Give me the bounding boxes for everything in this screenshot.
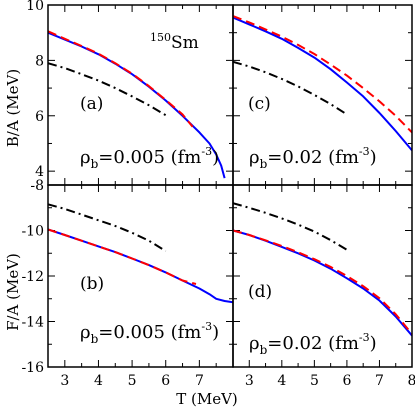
rho-value: =0.005 (fm [98, 322, 201, 343]
rho-close: ) [212, 322, 219, 343]
series-line-dash-dot [48, 203, 167, 252]
rho-close: ) [370, 147, 377, 168]
density-annotation: ρb=0.005 (fm-3) [80, 320, 219, 346]
rho-symbol: ρ [249, 147, 260, 168]
y-tick-label-bottom: -10 [21, 224, 44, 240]
x-tick-label: 6 [161, 373, 170, 389]
density-annotation: ρb=0.005 (fm-3) [80, 145, 219, 171]
series-line-dashed [48, 30, 194, 128]
rho-value: =0.02 (fm [267, 147, 359, 168]
x-tick-label: 5 [128, 373, 137, 389]
panels-layer: (a)ρb=0.005 (fm-3)(c)ρb=0.02 (fm-3)(b)ρb… [47, 4, 413, 368]
nucleus-label: 150Sm [150, 31, 199, 53]
panel-label: (b) [80, 274, 104, 294]
series-layer [233, 15, 412, 152]
panel-label: (a) [80, 94, 103, 114]
plot-frame [232, 184, 413, 368]
series-line-dash-dot [233, 60, 348, 116]
nucleus-mass: 150 [150, 31, 171, 44]
y-tick-label-bottom: -14 [21, 315, 44, 331]
y-axis-title-top: B/A (MeV) [4, 69, 22, 147]
nucleus-symbol: Sm [171, 33, 199, 53]
chart-panel: (a) ρb=0.005 (fm-3) [47, 4, 234, 186]
x-tick-label: 3 [60, 373, 69, 389]
chart-panel: (c) ρb=0.02 (fm-3) [232, 4, 413, 186]
y-tick-label-bottom: -12 [21, 269, 44, 285]
series-line-dash-dot [48, 62, 167, 117]
x-tick-label: 7 [375, 373, 384, 389]
rho-subscript: b [91, 332, 99, 346]
y-tick-label-top: 10 [26, 0, 44, 14]
series-layer [233, 202, 412, 337]
y-axis-title-bottom: F/A (MeV) [4, 253, 22, 331]
panel-label: (c) [248, 94, 271, 114]
series-layer [48, 30, 226, 179]
y-tick-label-top: 6 [35, 109, 44, 125]
x-tick-label: 5 [310, 373, 319, 389]
rho-close: ) [370, 333, 377, 354]
x-tick-label: 7 [195, 373, 204, 389]
y-tick-label-top: 4 [35, 164, 44, 180]
chart-panel: (d) ρb=0.02 (fm-3) [232, 184, 413, 368]
series-line-dashed [233, 15, 412, 134]
y-tick-label-bottom: -8 [30, 178, 44, 194]
rho-value: =0.02 (fm [267, 333, 359, 354]
series-line-dashed [48, 228, 197, 285]
rho-symbol: ρ [80, 322, 91, 343]
x-axis-title: T (MeV) [176, 390, 238, 408]
panel-label: (d) [248, 282, 272, 302]
chart-panel: (b) ρb=0.005 (fm-3) [47, 184, 234, 368]
series-layer [48, 203, 233, 304]
rho-exponent: -3 [359, 145, 370, 158]
density-annotation: ρb=0.02 (fm-3) [249, 331, 377, 357]
y-tick-label-top: 8 [35, 53, 44, 69]
rho-close: ) [212, 147, 219, 168]
rho-symbol: ρ [249, 333, 260, 354]
x-tick-label: 8 [408, 373, 415, 389]
rho-subscript: b [260, 343, 268, 357]
rho-subscript: b [260, 157, 268, 171]
rho-subscript: b [91, 157, 99, 171]
density-annotation: ρb=0.02 (fm-3) [249, 145, 377, 171]
series-line-solid [48, 228, 233, 304]
rho-symbol: ρ [80, 147, 91, 168]
x-tick-label: 4 [94, 373, 103, 389]
rho-exponent: -3 [201, 320, 212, 333]
x-tick-label: 4 [277, 373, 286, 389]
y-tick-label-bottom: -16 [21, 360, 44, 376]
rho-exponent: -3 [359, 331, 370, 344]
rho-exponent: -3 [201, 145, 212, 158]
x-tick-label: 6 [342, 373, 351, 389]
x-tick-label: 3 [245, 373, 254, 389]
series-line-dash-dot [233, 202, 348, 251]
rho-value: =0.005 (fm [98, 147, 201, 168]
series-line-dashed [233, 229, 412, 335]
series-line-solid [233, 16, 412, 152]
